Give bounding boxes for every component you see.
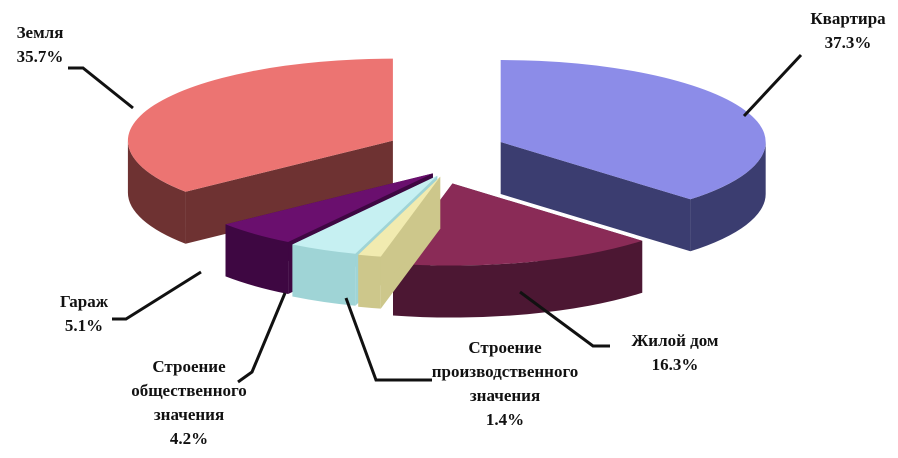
slice-value-label: 35.7%: [17, 47, 64, 66]
slice-name-label: Земля: [17, 23, 64, 42]
slice-inner-wall: [500, 142, 691, 252]
slice-name-label: значения: [154, 405, 224, 424]
slice-inner-wall: [185, 140, 393, 244]
slice-name-label: производственного: [432, 362, 579, 381]
slice-value-label: 5.1%: [65, 316, 103, 335]
slice-side: [292, 244, 356, 306]
slice-top: [393, 183, 643, 266]
slice-земля: [127, 58, 393, 244]
slice-side: [690, 142, 766, 252]
slice-name-label: Жилой дом: [631, 331, 718, 350]
slice-top: [127, 58, 393, 192]
slice-value-label: 37.3%: [825, 33, 872, 52]
slice-name-label: общественного: [131, 381, 247, 400]
slice-name-label: Строение: [152, 357, 226, 376]
slice-side: [393, 240, 643, 318]
slice-side: [225, 224, 289, 294]
slice-label-жилой-дом: Жилой дом 16.3%: [631, 331, 718, 374]
slice-top: [292, 175, 438, 254]
slice-value-label: 1.4%: [486, 410, 524, 429]
slice-top: [500, 60, 766, 200]
slice-name-label: значения: [470, 386, 540, 405]
slice-строение-производственного-значения: [358, 176, 441, 309]
slice-label-строение-общественного-значения: Строение общественного значения 4.2%: [131, 357, 247, 448]
slice-value-label: 16.3%: [652, 355, 699, 374]
slice-side: [358, 254, 381, 309]
leader-line-гараж: [112, 270, 202, 321]
leader-line-земля: [68, 66, 134, 110]
slice-top: [358, 176, 441, 257]
slice-label-квартира: Квартира 37.3%: [810, 9, 886, 52]
leader-line-жилой-дом: [519, 290, 610, 348]
slice-name-label: Строение: [468, 338, 542, 357]
slices-layer: [127, 58, 766, 318]
slice-label-строение-производственного-значения: Строение производственного значения 1.4%: [432, 338, 579, 429]
slice-label-земля: Земля 35.7%: [17, 23, 64, 66]
slice-квартира: [500, 60, 766, 252]
leader-line-квартира: [742, 53, 803, 118]
leader-line-строение-производственного-значения: [344, 297, 432, 382]
slice-top: [225, 173, 433, 242]
slice-name-label: Квартира: [810, 9, 886, 28]
slice-label-гараж: Гараж 5.1%: [60, 292, 109, 335]
slice-labels: Квартира 37.3% Жилой дом 16.3% Строение произ…: [17, 9, 887, 448]
slice-side: [127, 140, 186, 244]
leader-lines: [68, 53, 803, 384]
leader-line-строение-общественного-значения: [237, 292, 287, 384]
slice-name-label: Гараж: [60, 292, 109, 311]
slice-value-label: 4.2%: [170, 429, 208, 448]
